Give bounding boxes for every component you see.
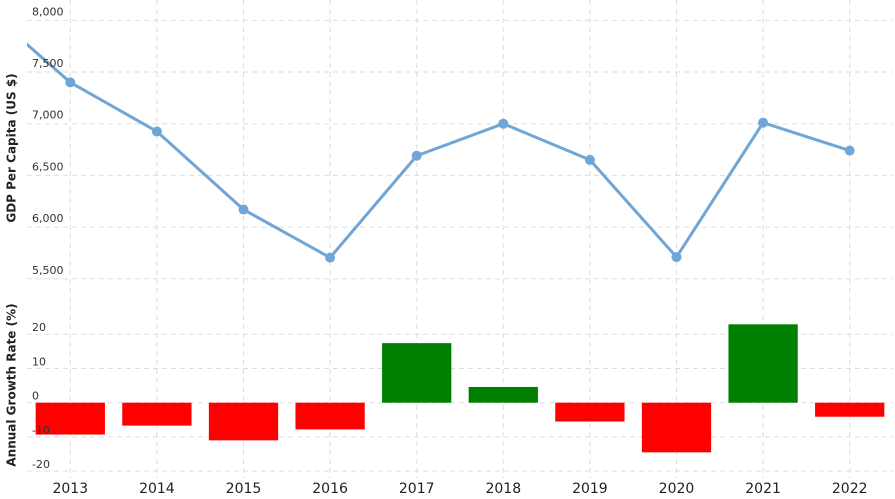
- bar: [382, 343, 452, 403]
- bar: [295, 402, 365, 430]
- bar: [35, 402, 105, 435]
- bar: [555, 402, 625, 422]
- y-tick-label: -10: [32, 424, 50, 437]
- bar: [728, 324, 798, 403]
- point: [844, 145, 855, 156]
- point: [671, 252, 682, 263]
- point: [65, 77, 76, 88]
- y-axis-title: GDP Per Capita (US $): [5, 73, 19, 222]
- point: [238, 204, 249, 215]
- bar: [122, 402, 192, 426]
- bar: [468, 386, 538, 403]
- point: [411, 150, 422, 161]
- x-tick-label: 2016: [312, 481, 348, 497]
- point: [584, 154, 595, 165]
- point: [758, 117, 769, 128]
- x-tick-label: 2018: [485, 481, 521, 497]
- x-tick-label: 2022: [832, 481, 868, 497]
- bar: [641, 402, 712, 453]
- y-tick-label: 6,000: [32, 212, 64, 225]
- y-tick-label: 10: [32, 355, 46, 368]
- bar: [208, 402, 279, 441]
- x-tick-label: 2019: [572, 481, 608, 497]
- y-tick-label: 20: [32, 321, 46, 334]
- x-tick-label: 2017: [399, 481, 435, 497]
- x-tick-label: 2021: [745, 481, 781, 497]
- y-tick-label: 5,500: [32, 264, 64, 277]
- y-tick-label: 8,000: [32, 5, 64, 18]
- x-tick-label: 2020: [659, 481, 695, 497]
- x-tick-label: 2015: [226, 481, 262, 497]
- y-axis-title: Annual Growth Rate (%): [5, 303, 19, 466]
- y-tick-label: -20: [32, 458, 50, 471]
- y-tick-label: 0: [32, 390, 39, 403]
- point: [325, 252, 336, 263]
- bar: [815, 402, 885, 417]
- y-tick-label: 7,000: [32, 109, 64, 122]
- x-tick-label: 2014: [139, 481, 175, 497]
- x-tick-label: 2013: [52, 481, 88, 497]
- point: [151, 126, 162, 137]
- y-tick-label: 6,500: [32, 160, 64, 173]
- y-tick-label: 7,500: [32, 57, 64, 70]
- line: [27, 42, 851, 260]
- point: [498, 118, 509, 129]
